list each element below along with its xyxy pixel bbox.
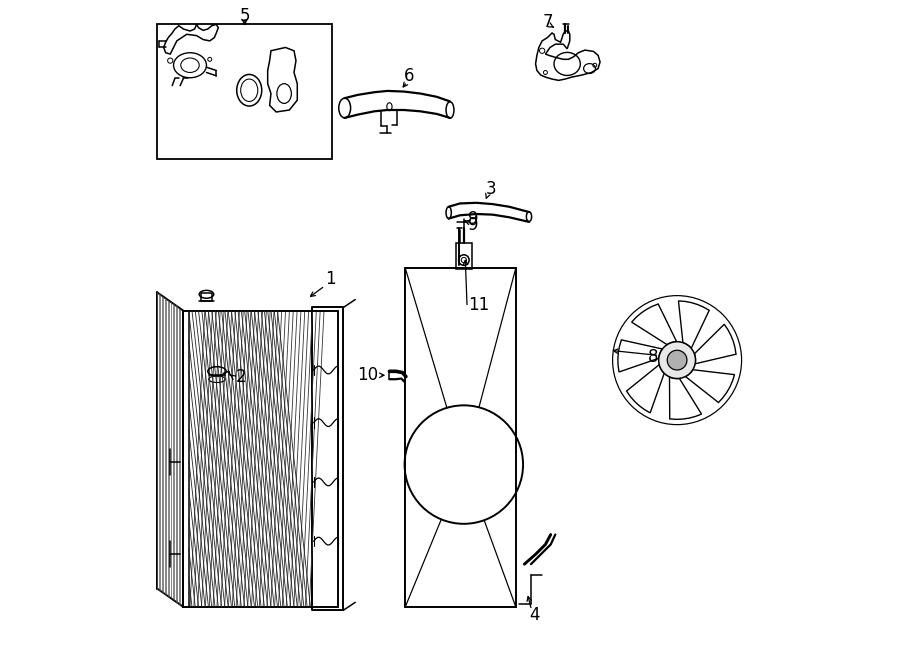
Text: 5: 5	[239, 7, 250, 25]
Circle shape	[659, 342, 696, 379]
Text: 3: 3	[486, 180, 497, 198]
Text: 6: 6	[404, 67, 414, 85]
Bar	[158, 24, 331, 159]
Circle shape	[667, 350, 687, 370]
Text: 2: 2	[236, 368, 246, 385]
Bar	[202, 293, 211, 301]
Text: 9: 9	[468, 210, 478, 227]
Text: 7: 7	[542, 13, 553, 32]
Text: 9: 9	[468, 216, 478, 234]
Bar	[311, 307, 344, 610]
Text: 11: 11	[468, 297, 489, 315]
Text: 4: 4	[529, 606, 539, 624]
Text: 8: 8	[647, 348, 658, 366]
Text: 1: 1	[325, 270, 336, 288]
Text: 10: 10	[357, 366, 378, 384]
Bar	[456, 243, 472, 269]
